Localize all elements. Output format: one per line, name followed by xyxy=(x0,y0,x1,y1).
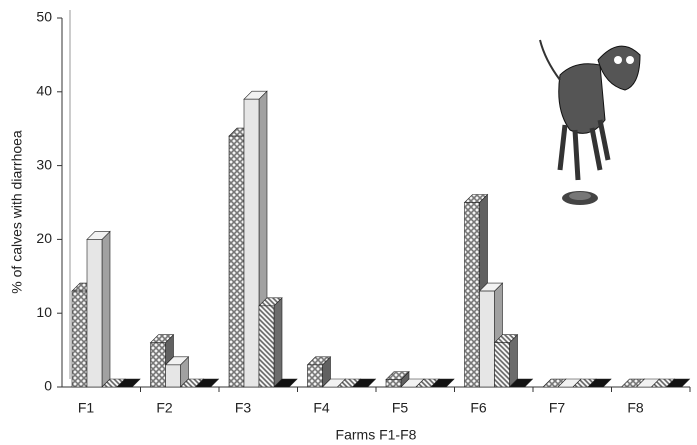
bar-top xyxy=(508,378,534,388)
bar xyxy=(508,378,534,388)
y-tick-label: 20 xyxy=(36,230,52,246)
bar-side xyxy=(273,297,283,388)
bar-front xyxy=(243,98,260,388)
bar-front xyxy=(494,342,510,388)
bar xyxy=(194,378,220,388)
y-axis-label: % of calves with diarrhoea xyxy=(9,130,25,294)
bar-front xyxy=(385,379,402,388)
bar xyxy=(258,297,283,388)
x-tick-label: F6 xyxy=(470,400,487,416)
x-tick-label: F3 xyxy=(235,400,252,416)
x-axis-label: Farms F1-F8 xyxy=(336,427,417,443)
bar xyxy=(86,230,111,388)
y-tick-label: 10 xyxy=(36,304,52,320)
bar-side xyxy=(101,230,111,388)
x-tick-label: F1 xyxy=(78,400,95,416)
x-tick-label: F8 xyxy=(627,400,644,416)
bar-front xyxy=(86,239,103,388)
y-tick-label: 40 xyxy=(36,83,52,99)
bar xyxy=(587,378,612,388)
bar-top xyxy=(587,378,612,388)
bar-top xyxy=(116,378,141,388)
bar-top xyxy=(351,378,377,388)
bar xyxy=(385,370,410,388)
x-tick-label: F5 xyxy=(392,400,409,416)
bar xyxy=(493,333,519,388)
bar-front xyxy=(71,290,88,388)
x-tick-label: F2 xyxy=(156,400,173,416)
bar-side xyxy=(509,333,518,388)
bar-top xyxy=(665,378,691,388)
bar-front xyxy=(307,364,323,388)
bar xyxy=(164,356,190,388)
bar-top xyxy=(273,378,298,388)
bar-front xyxy=(479,290,495,388)
bar-front xyxy=(228,135,245,388)
y-tick-label: 30 xyxy=(36,156,52,172)
bar xyxy=(306,356,332,388)
bar xyxy=(273,378,298,388)
bar-front xyxy=(464,202,480,388)
bar xyxy=(430,378,455,388)
bar xyxy=(665,378,691,388)
bar-top xyxy=(430,378,455,388)
y-tick-label: 0 xyxy=(44,378,52,394)
bar-front xyxy=(150,342,166,388)
bar xyxy=(351,378,377,388)
x-tick-label: F4 xyxy=(313,400,330,416)
bar-top xyxy=(194,378,220,388)
y-tick-label: 50 xyxy=(36,9,52,25)
bar-front xyxy=(258,305,275,388)
x-tick-label: F7 xyxy=(549,400,566,416)
bar xyxy=(116,378,141,388)
bar-front xyxy=(165,364,181,388)
cow-illustration xyxy=(539,39,641,205)
